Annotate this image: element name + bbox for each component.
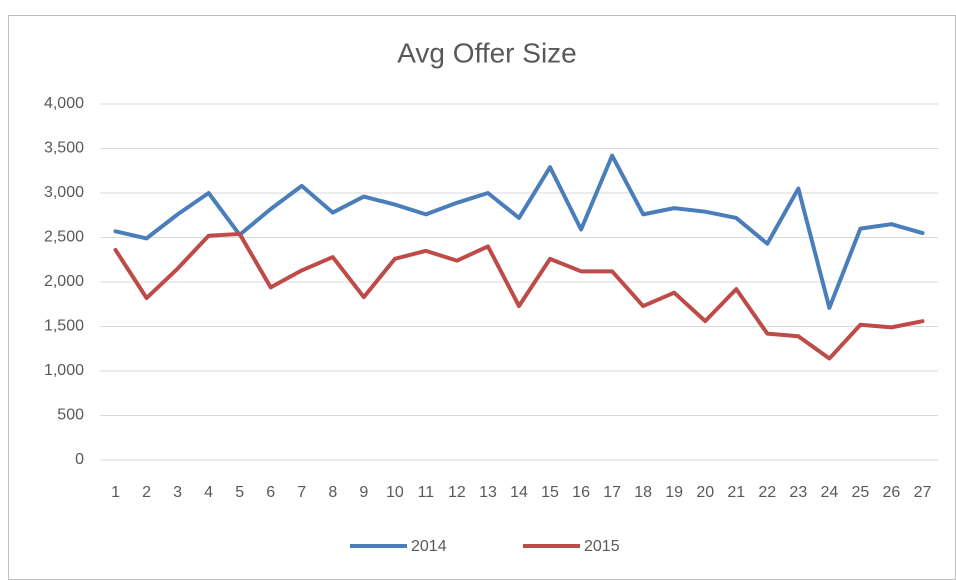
x-tick-label: 26 — [883, 484, 901, 501]
y-tick-label: 1,000 — [44, 362, 84, 379]
series-line — [113, 231, 925, 361]
y-tick-label: 4,000 — [44, 95, 84, 112]
y-tick-label: 1,500 — [44, 318, 84, 335]
chart-frame — [8, 15, 956, 580]
legend-label: 2015 — [584, 538, 620, 555]
x-tick-label: 5 — [235, 484, 244, 501]
x-tick-label: 25 — [852, 484, 870, 501]
x-tick-label: 20 — [696, 484, 714, 501]
x-tick-label: 12 — [448, 484, 466, 501]
y-tick-label: 2,000 — [44, 273, 84, 290]
x-tick-label: 14 — [510, 484, 528, 501]
legend-label: 2014 — [411, 538, 447, 555]
x-tick-label: 16 — [572, 484, 590, 501]
chart-title: Avg Offer Size — [397, 37, 577, 68]
x-tick-label: 11 — [418, 484, 435, 501]
y-tick-label: 0 — [75, 451, 84, 468]
x-tick-label: 6 — [266, 484, 275, 501]
x-tick-label: 18 — [634, 484, 652, 501]
x-tick-label: 9 — [359, 484, 368, 501]
x-tick-label: 1 — [111, 484, 120, 501]
x-tick-label: 19 — [665, 484, 683, 501]
x-tick-label: 8 — [328, 484, 337, 501]
x-tick-label: 27 — [914, 484, 932, 501]
x-tick-label: 17 — [603, 484, 621, 501]
y-tick-label: 500 — [57, 407, 84, 424]
series-line — [113, 153, 925, 310]
y-tick-label: 3,500 — [44, 140, 84, 157]
x-tick-label: 4 — [204, 484, 213, 501]
x-tick-label: 24 — [820, 484, 838, 501]
x-tick-label: 21 — [727, 484, 745, 501]
x-tick-label: 22 — [758, 484, 776, 501]
x-tick-label: 3 — [173, 484, 182, 501]
x-tick-label: 10 — [386, 484, 404, 501]
y-tick-label: 2,500 — [44, 229, 84, 246]
x-tick-label: 15 — [541, 484, 559, 501]
x-tick-label: 2 — [142, 484, 151, 501]
x-tick-label: 13 — [479, 484, 497, 501]
y-tick-label: 3,000 — [44, 184, 84, 201]
x-tick-label: 23 — [789, 484, 807, 501]
x-tick-label: 7 — [297, 484, 306, 501]
